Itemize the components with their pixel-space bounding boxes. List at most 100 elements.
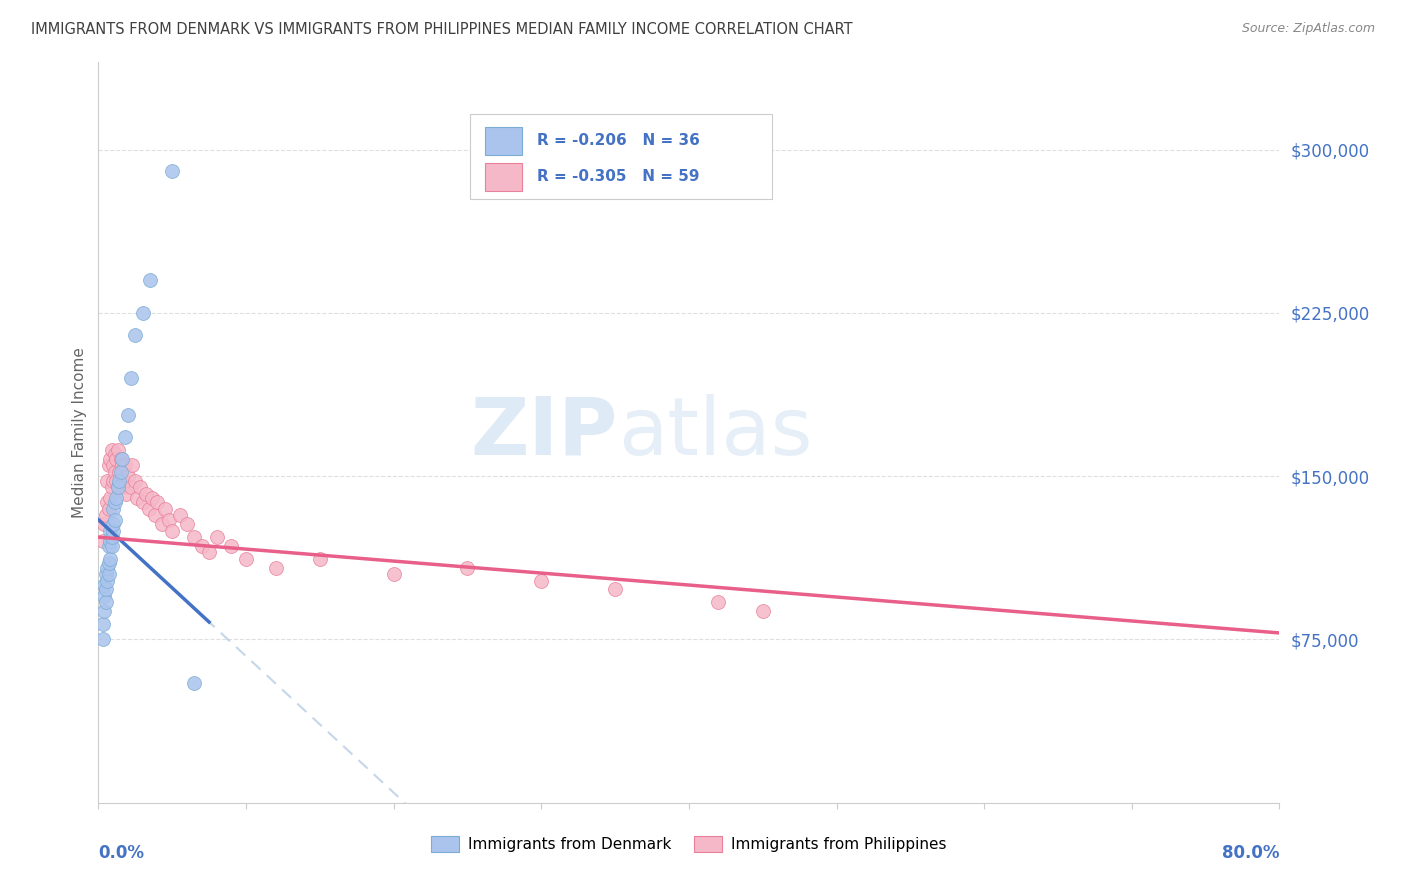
Point — [162, 164, 183, 178]
Point — [124, 474, 146, 488]
Point — [138, 501, 160, 516]
Point — [128, 480, 150, 494]
Point — [107, 480, 129, 494]
Point — [221, 539, 243, 553]
Point — [98, 524, 121, 538]
Point — [107, 480, 129, 494]
Point — [110, 465, 132, 479]
Point — [98, 451, 121, 466]
Point — [103, 517, 125, 532]
Point — [205, 530, 228, 544]
Point — [183, 530, 205, 544]
Point — [98, 534, 121, 549]
Point — [103, 474, 125, 488]
Point — [97, 556, 120, 570]
Point — [96, 560, 118, 574]
Point — [132, 306, 155, 320]
Point — [183, 676, 205, 690]
Point — [96, 574, 118, 588]
Text: R = -0.206   N = 36: R = -0.206 N = 36 — [537, 133, 699, 147]
Text: Source: ZipAtlas.com: Source: ZipAtlas.com — [1241, 22, 1375, 36]
Point — [707, 595, 730, 609]
FancyBboxPatch shape — [471, 114, 772, 200]
Point — [94, 582, 117, 597]
Point — [111, 480, 134, 494]
Point — [120, 480, 142, 494]
Y-axis label: Median Family Income: Median Family Income — [72, 347, 87, 518]
Text: 80.0%: 80.0% — [1222, 844, 1279, 862]
Point — [97, 458, 120, 473]
Point — [104, 447, 127, 461]
Point — [752, 604, 775, 618]
Point — [110, 451, 132, 466]
Point — [132, 495, 155, 509]
Point — [108, 465, 131, 479]
Point — [169, 508, 191, 523]
Point — [97, 501, 120, 516]
Point — [100, 530, 122, 544]
Point — [121, 458, 143, 473]
Point — [94, 595, 117, 609]
Point — [115, 486, 138, 500]
Point — [117, 469, 139, 483]
Bar — [485, 127, 523, 155]
Point — [96, 474, 118, 488]
Point — [110, 474, 132, 488]
Point — [100, 443, 122, 458]
Point — [135, 486, 157, 500]
Point — [191, 539, 214, 553]
Point — [104, 495, 127, 509]
Point — [162, 524, 183, 538]
Point — [108, 474, 131, 488]
Point — [100, 539, 122, 553]
Point — [125, 491, 148, 505]
Point — [93, 604, 115, 618]
Point — [97, 539, 120, 553]
Point — [198, 545, 221, 559]
Point — [382, 567, 405, 582]
Point — [114, 430, 136, 444]
Point — [96, 495, 118, 509]
Point — [605, 582, 627, 597]
Legend: Immigrants from Denmark, Immigrants from Philippines: Immigrants from Denmark, Immigrants from… — [425, 830, 953, 858]
Point — [117, 408, 139, 422]
Point — [103, 524, 125, 538]
Point — [153, 501, 176, 516]
Point — [114, 458, 136, 473]
Point — [111, 458, 134, 473]
Point — [103, 458, 125, 473]
Point — [91, 534, 114, 549]
Point — [105, 451, 128, 466]
Point — [111, 451, 134, 466]
Point — [157, 513, 180, 527]
Point — [235, 552, 257, 566]
Point — [105, 474, 128, 488]
Text: R = -0.305   N = 59: R = -0.305 N = 59 — [537, 169, 699, 184]
Point — [143, 508, 166, 523]
Point — [112, 474, 135, 488]
Point — [103, 501, 125, 516]
Point — [309, 552, 332, 566]
Point — [264, 560, 287, 574]
Point — [150, 517, 173, 532]
Point — [93, 517, 115, 532]
Text: IMMIGRANTS FROM DENMARK VS IMMIGRANTS FROM PHILIPPINES MEDIAN FAMILY INCOME CORR: IMMIGRANTS FROM DENMARK VS IMMIGRANTS FR… — [31, 22, 852, 37]
Point — [94, 567, 117, 582]
Point — [100, 480, 122, 494]
Point — [176, 517, 198, 532]
Text: 0.0%: 0.0% — [98, 844, 145, 862]
Point — [97, 567, 120, 582]
Point — [141, 491, 163, 505]
Point — [94, 508, 117, 523]
Text: atlas: atlas — [619, 393, 813, 472]
Point — [98, 552, 121, 566]
Point — [91, 632, 114, 647]
Point — [139, 273, 162, 287]
Point — [457, 560, 479, 574]
Point — [530, 574, 553, 588]
Point — [104, 513, 127, 527]
Point — [107, 443, 129, 458]
Point — [91, 617, 114, 632]
Point — [146, 495, 169, 509]
Point — [104, 465, 127, 479]
